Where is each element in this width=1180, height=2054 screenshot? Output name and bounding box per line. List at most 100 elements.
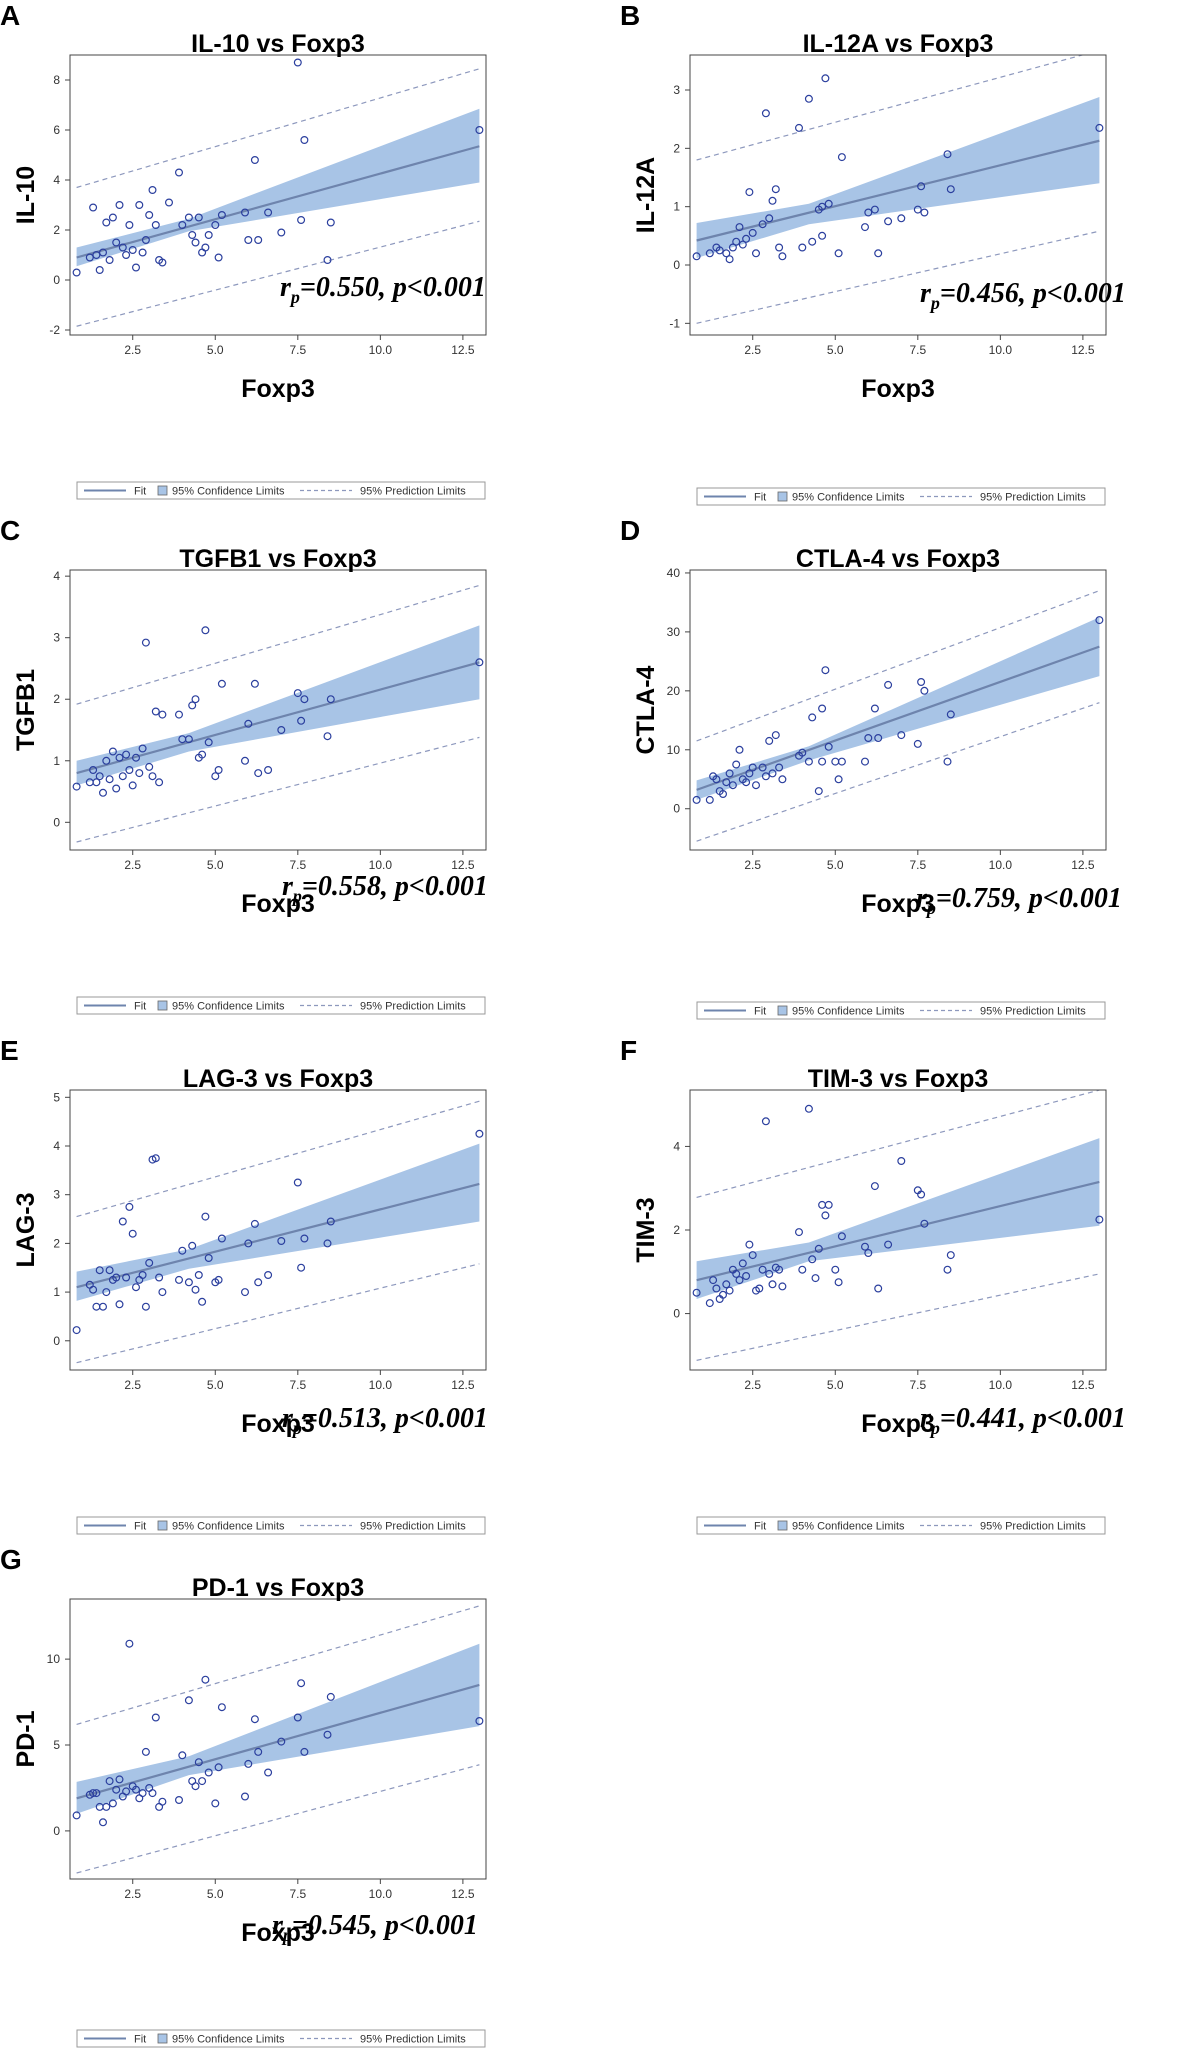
prediction-upper-line <box>76 68 480 189</box>
data-point <box>818 202 827 211</box>
data-point <box>118 243 127 252</box>
data-point <box>735 1276 744 1285</box>
data-point <box>141 638 150 647</box>
data-point <box>718 1290 727 1299</box>
data-point <box>722 778 731 787</box>
data-point <box>98 1302 107 1311</box>
data-point <box>92 778 101 787</box>
legend-confidence-label: 95% Confidence Limits <box>172 2034 285 2046</box>
data-point <box>204 231 213 240</box>
data-point <box>798 748 807 757</box>
data-point <box>135 201 144 210</box>
y-tick-label: 6 <box>53 123 60 137</box>
panel-letter: G <box>0 1544 22 1575</box>
stat-subscript: p <box>281 1925 292 1945</box>
y-tick-label: 0 <box>53 1824 60 1838</box>
data-point <box>105 1777 114 1786</box>
data-point <box>254 769 263 778</box>
data-point <box>864 1249 873 1258</box>
data-point <box>191 1285 200 1294</box>
data-point <box>122 750 131 759</box>
data-point <box>194 1758 203 1767</box>
x-tick-label: 12.5 <box>1071 343 1095 357</box>
x-axis-label: Foxp3 <box>861 890 935 918</box>
data-point <box>323 1730 332 1739</box>
y-axis-label: IL-10 <box>12 166 40 224</box>
x-tick-label: 7.5 <box>289 858 306 872</box>
panel-f: F 2.5 5.0 7.5 10.0 12.5 0 2 4 TIM-3 vs Foxp3 Foxp3… <box>620 1035 1180 1535</box>
data-point <box>198 1777 207 1786</box>
y-tick-label: 0 <box>53 1334 60 1348</box>
data-point <box>1095 1215 1104 1224</box>
panel-e: E 2.5 5.0 7.5 10.0 12.5 0 1 2 3 4 5 LAG-3 vs Foxp3 Fo… <box>0 1035 560 1535</box>
data-point <box>804 1104 813 1113</box>
legend: Fit 95% Confidence Limits 95% Prediction L… <box>696 487 1106 506</box>
data-point <box>831 757 840 766</box>
y-tick-label: 0 <box>673 802 680 816</box>
data-point <box>132 263 141 272</box>
data-point <box>132 1785 141 1794</box>
data-point <box>718 790 727 799</box>
data-point <box>725 769 734 778</box>
data-point <box>861 757 870 766</box>
legend-fit-label: Fit <box>134 1521 146 1533</box>
plot-area <box>692 1090 1104 1361</box>
prediction-lower-line <box>696 702 1100 842</box>
data-point <box>818 1200 827 1209</box>
data-point <box>326 1217 335 1226</box>
stat-value: =0.550, p<0.001 <box>300 272 486 303</box>
data-point <box>897 1156 906 1165</box>
x-tick-label: 7.5 <box>289 1887 306 1901</box>
data-point <box>732 760 741 769</box>
data-point <box>194 213 203 222</box>
y-tick-label: 4 <box>53 569 60 583</box>
x-tick-label: 12.5 <box>1071 858 1095 872</box>
data-point <box>184 1696 193 1705</box>
legend-confidence-label: 95% Confidence Limits <box>792 1006 905 1018</box>
y-tick-label: 2 <box>53 692 60 706</box>
data-point <box>204 1254 213 1263</box>
data-point <box>175 1275 184 1284</box>
data-point <box>204 738 213 747</box>
plot-frame <box>69 1598 487 1880</box>
data-point <box>748 763 757 772</box>
data-point <box>128 246 137 255</box>
data-point <box>211 772 220 781</box>
data-point <box>917 678 926 687</box>
data-point <box>198 248 207 257</box>
x-tick-label: 7.5 <box>289 1378 306 1392</box>
data-point <box>89 1789 98 1798</box>
correlation-annotation: rp=0.558, p<0.001 <box>282 871 488 906</box>
data-point <box>201 626 210 635</box>
data-point <box>125 1202 134 1211</box>
data-point <box>158 1797 167 1806</box>
data-point <box>194 1271 203 1280</box>
data-point <box>198 750 207 759</box>
data-point <box>98 248 107 257</box>
legend-confidence-swatch <box>157 1000 168 1011</box>
legend-confidence-label: 95% Confidence Limits <box>172 1521 285 1533</box>
data-point <box>761 109 770 118</box>
data-point <box>705 249 714 258</box>
data-point <box>158 710 167 719</box>
data-point <box>72 782 81 791</box>
stat-value: =0.558, p<0.001 <box>302 871 488 902</box>
data-point <box>201 243 210 252</box>
y-tick-label: 2 <box>673 141 680 155</box>
plot-area <box>692 590 1104 842</box>
data-point <box>864 734 873 743</box>
data-point <box>728 243 737 252</box>
y-tick-label: 3 <box>53 1188 60 1202</box>
stat-value: =0.441, p<0.001 <box>940 1403 1126 1434</box>
data-point <box>184 213 193 222</box>
data-point <box>771 185 780 194</box>
data-point <box>870 1182 879 1191</box>
data-point <box>709 1276 718 1285</box>
data-point <box>323 256 332 265</box>
data-point <box>864 208 873 217</box>
data-point <box>821 74 830 83</box>
legend-box <box>76 481 486 500</box>
data-point <box>112 784 121 793</box>
data-point <box>98 1818 107 1827</box>
data-point <box>300 1234 309 1243</box>
